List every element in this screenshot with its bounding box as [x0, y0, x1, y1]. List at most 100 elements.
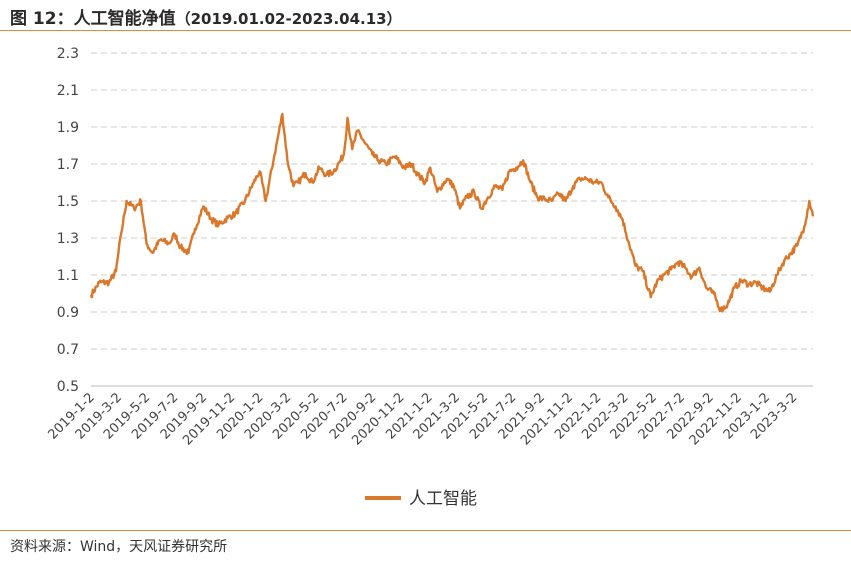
- data-point: [187, 251, 190, 254]
- data-point: [670, 268, 672, 271]
- y-tick-label: 0.5: [57, 379, 79, 395]
- data-point: [508, 170, 511, 173]
- data-point: [634, 264, 637, 267]
- data-point: [90, 294, 92, 297]
- data-point: [311, 181, 314, 184]
- data-point: [115, 270, 117, 273]
- data-point: [662, 274, 665, 276]
- data-point: [410, 163, 413, 165]
- data-point: [607, 196, 610, 199]
- data-point: [258, 170, 261, 173]
- data-point: [677, 261, 679, 263]
- data-point: [684, 266, 686, 269]
- x-axis: 2019-1-22019-3-22019-5-22019-7-22019-9-2…: [45, 390, 800, 448]
- y-tick-label: 1.7: [57, 157, 79, 173]
- data-point: [812, 214, 814, 217]
- data-point: [363, 140, 366, 143]
- data-point: [297, 181, 299, 184]
- data-point: [627, 240, 630, 243]
- data-point: [173, 233, 176, 236]
- gridlines: [91, 52, 813, 350]
- data-point: [579, 177, 581, 180]
- y-axis: 0.5 0.7 0.9 1.1 1.3 1.5 1.7 1.9 2.1 2.3: [57, 46, 813, 395]
- data-point: [281, 113, 284, 115]
- data-point: [140, 200, 142, 202]
- data-point: [593, 181, 595, 184]
- data-point: [494, 185, 496, 188]
- data-point: [264, 200, 267, 202]
- data-point: [120, 233, 122, 236]
- data-point: [572, 185, 574, 188]
- data-point: [234, 213, 237, 215]
- data-point: [808, 200, 811, 202]
- data-point: [159, 238, 162, 241]
- y-tick-label: 1.1: [57, 268, 79, 284]
- y-tick-label: 1.9: [57, 120, 79, 136]
- data-point: [145, 242, 148, 245]
- data-point: [487, 196, 489, 199]
- source-note: 资料来源：Wind，天风证券研究所: [10, 539, 228, 555]
- data-point: [769, 290, 771, 293]
- data-point: [564, 200, 567, 202]
- data-point: [691, 275, 693, 278]
- data-point: [346, 116, 349, 119]
- data-point: [292, 185, 295, 188]
- data-point: [385, 163, 387, 165]
- data-point: [108, 281, 110, 284]
- y-tick-label: 0.9: [57, 305, 79, 321]
- data-point: [403, 166, 406, 169]
- data-point: [194, 227, 196, 230]
- data-point: [614, 205, 617, 208]
- series-line: [89, 112, 815, 313]
- data-point: [790, 251, 793, 254]
- data-point: [252, 181, 255, 184]
- data-point: [429, 166, 432, 169]
- data-point: [600, 181, 603, 184]
- data-point: [586, 177, 588, 180]
- legend: 人工智能: [365, 489, 477, 509]
- data-point: [522, 159, 525, 162]
- data-point: [465, 196, 468, 199]
- data-point: [98, 281, 101, 284]
- data-point: [705, 287, 708, 289]
- data-point: [783, 259, 786, 262]
- data-point: [550, 200, 553, 202]
- data-point: [304, 172, 307, 175]
- data-point: [210, 218, 213, 221]
- bottom-rule: [0, 530, 851, 531]
- y-tick-label: 2.3: [57, 46, 79, 62]
- y-tick-label: 0.7: [57, 342, 79, 358]
- data-point: [325, 174, 328, 177]
- data-point: [125, 200, 128, 202]
- data-point: [473, 190, 476, 193]
- data-point: [719, 309, 722, 311]
- data-point: [480, 207, 482, 210]
- data-point: [754, 281, 757, 284]
- data-point: [529, 181, 532, 184]
- data-point: [351, 148, 354, 151]
- data-point: [318, 166, 321, 169]
- chart-title: 图 12：人工智能净值（2019.01.02-2023.04.13）: [10, 4, 402, 29]
- title-text: 图 12：人工智能净值: [10, 9, 176, 29]
- data-point: [424, 181, 427, 184]
- data-point: [417, 174, 420, 177]
- data-point: [339, 159, 342, 162]
- y-tick-label: 1.3: [57, 231, 79, 247]
- data-point: [217, 224, 220, 226]
- data-point: [393, 155, 396, 158]
- data-point: [726, 303, 729, 306]
- data-point: [446, 177, 448, 180]
- y-tick-label: 2.1: [57, 83, 79, 99]
- series-layer: [89, 112, 815, 313]
- legend-label: 人工智能: [409, 489, 477, 509]
- top-rule: [0, 30, 851, 31]
- data-point: [459, 207, 461, 210]
- data-point: [655, 281, 658, 284]
- data-point: [273, 153, 276, 156]
- data-point: [536, 196, 539, 199]
- data-point: [371, 153, 374, 156]
- data-point: [133, 207, 135, 210]
- data-point: [286, 159, 289, 162]
- data-point: [642, 270, 644, 273]
- y-tick-label: 1.5: [57, 194, 79, 210]
